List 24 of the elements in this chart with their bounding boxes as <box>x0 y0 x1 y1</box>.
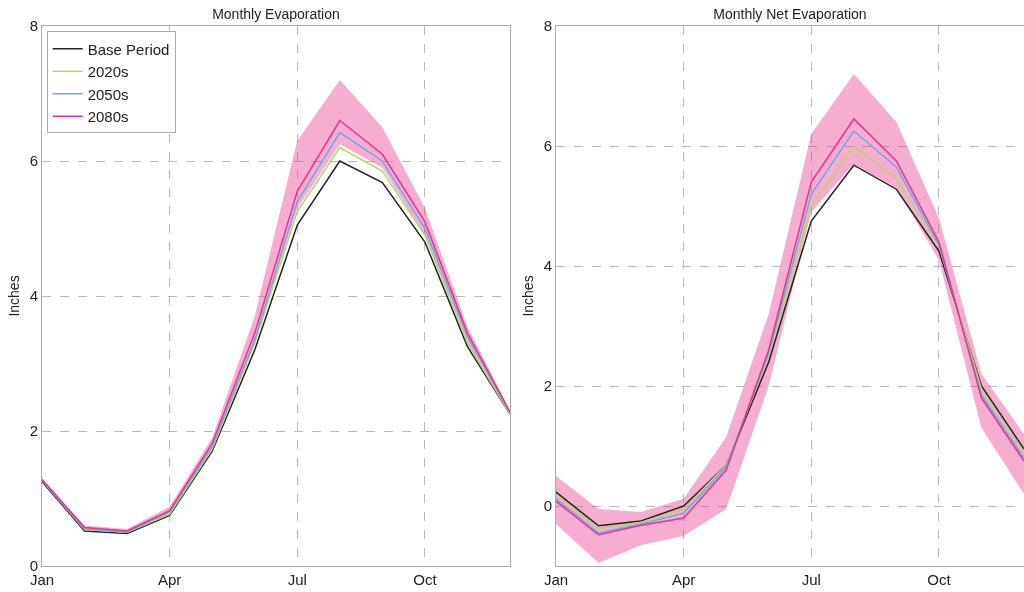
x-tick-label: Apr <box>157 571 182 588</box>
chart-title: Monthly Net Evaporation <box>713 5 867 22</box>
y-tick-label: 4 <box>543 257 552 275</box>
y-tick-label: 0 <box>543 497 552 515</box>
x-tick-label: Oct <box>927 571 952 588</box>
x-tick-label: Jan <box>543 571 569 588</box>
y-tick-label: 6 <box>29 152 38 170</box>
legend-label: 2050s <box>87 85 129 103</box>
y-axis-title: Inches <box>520 275 537 317</box>
x-tick-label: Apr <box>671 571 696 588</box>
y-axis-title: Inches <box>6 275 23 317</box>
y-tick-label: 8 <box>543 17 552 35</box>
y-tick-label: 4 <box>29 287 38 305</box>
legend-label: 2020s <box>87 63 129 80</box>
legend-label: Base Period <box>87 40 170 58</box>
chart-title: Monthly Evaporation <box>212 5 340 22</box>
x-tick-label: Oct <box>413 571 438 588</box>
y-tick-label: 8 <box>29 17 38 35</box>
legend-label: 2080s <box>87 108 129 125</box>
y-tick-label: 2 <box>543 377 552 395</box>
y-tick-label: 2 <box>29 422 38 440</box>
x-tick-label: Jul <box>801 571 821 588</box>
y-tick-label: 6 <box>543 137 552 155</box>
x-tick-label: Jul <box>287 571 307 588</box>
